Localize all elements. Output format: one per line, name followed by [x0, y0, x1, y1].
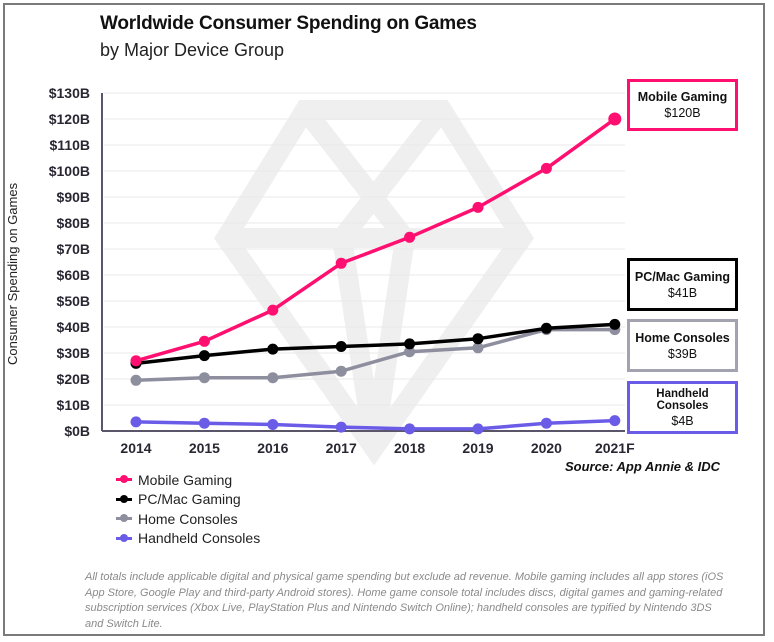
data-point [198, 372, 210, 384]
callout-name: Home Consoles [635, 330, 730, 345]
callout-value: $4B [671, 413, 694, 428]
callout-mobile-gaming: Mobile Gaming $120B [627, 79, 738, 131]
callout-handheld-consoles: Handheld Consoles $4B [627, 381, 738, 434]
y-tick-label: $60B [57, 267, 90, 283]
data-point [540, 322, 552, 334]
y-tick-label: $90B [57, 189, 90, 205]
footnote: All totals include applicable digital an… [85, 571, 724, 630]
legend-item-handheld-consoles: Handheld Consoles [116, 529, 260, 549]
callout-pc-mac-gaming: PC/Mac Gaming $41B [627, 258, 738, 311]
y-tick-label: $20B [57, 371, 90, 387]
chart-subtitle: by Major Device Group [100, 40, 285, 60]
series-home-consoles [130, 324, 621, 386]
callout-name: Handheld Consoles [656, 387, 709, 412]
data-point [540, 417, 552, 429]
legend-swatch-icon [116, 514, 132, 523]
series-line [135, 322, 615, 366]
data-point [335, 341, 347, 352]
data-point [335, 365, 347, 377]
watermark-diamond-logo [214, 100, 534, 466]
callout-home-consoles: Home Consoles $39B [627, 319, 738, 372]
data-point [267, 343, 279, 355]
data-point [198, 350, 210, 362]
x-tick-label: 2017 [326, 440, 357, 456]
data-point [130, 374, 142, 386]
y-tick-label: $120B [49, 111, 90, 127]
y-tick-label: $130B [49, 85, 90, 101]
x-tick-label: 2015 [189, 440, 220, 456]
data-point [540, 162, 552, 174]
legend-label: Mobile Gaming [138, 471, 233, 488]
data-point [472, 423, 484, 435]
series-handheld-consoles [130, 415, 621, 435]
data-point [608, 112, 622, 126]
data-point [472, 201, 484, 213]
chart-title: Worldwide Consumer Spending on Games [100, 13, 477, 34]
callout-name: PC/Mac Gaming [634, 269, 731, 284]
data-point [472, 342, 484, 354]
series-line [135, 117, 616, 363]
y-tick-label: $110B [50, 137, 90, 153]
legend-item-pc-mac-gaming: PC/Mac Gaming [116, 490, 260, 510]
data-point [335, 421, 347, 433]
data-point [267, 304, 279, 316]
data-point [404, 231, 416, 243]
data-point [130, 416, 142, 428]
y-tick-label: $70B [57, 241, 90, 257]
callout-value: $120B [664, 106, 701, 120]
legend-label: PC/Mac Gaming [138, 491, 241, 508]
legend-item-mobile-gaming: Mobile Gaming [116, 470, 260, 490]
x-tick-label: 2014 [120, 440, 151, 456]
data-point [609, 318, 621, 330]
series-pc-mac-gaming [130, 318, 621, 369]
data-point [267, 419, 279, 430]
legend-label: Home Consoles [138, 510, 238, 527]
y-tick-label: $100B [49, 163, 90, 179]
x-tick-label: 2018 [394, 440, 425, 456]
legend-swatch-icon [116, 475, 132, 484]
chart-frame [3, 3, 765, 636]
data-point [609, 415, 621, 427]
y-tick-label: $40B [57, 319, 90, 335]
callout-value: $41B [667, 285, 698, 300]
source-note: Source: App Annie & IDC [565, 459, 721, 474]
data-point [267, 372, 279, 384]
legend: Mobile Gaming PC/Mac Gaming Home Console… [116, 470, 260, 548]
x-tick-label: 2016 [257, 440, 288, 456]
x-tick-label: 2021F [595, 440, 635, 456]
data-point [472, 333, 484, 345]
legend-label: Handheld Consoles [138, 530, 261, 547]
y-tick-label: $10B [57, 397, 90, 413]
data-point [404, 338, 416, 350]
series-mobile-gaming [130, 112, 622, 367]
data-point [130, 355, 142, 367]
data-point [198, 335, 210, 347]
y-tick-label: $50B [57, 293, 90, 309]
x-tick-label: 2019 [462, 440, 493, 456]
series-line [135, 418, 615, 431]
y-tick-label: $80B [57, 215, 90, 231]
legend-swatch-icon [116, 533, 132, 543]
data-point [404, 423, 416, 435]
data-point [404, 346, 416, 358]
series-line [135, 327, 615, 383]
callout-name: Mobile Gaming [637, 90, 728, 104]
callout-value: $39B [667, 346, 698, 361]
legend-item-home-consoles: Home Consoles [116, 509, 260, 529]
data-point [198, 417, 210, 429]
legend-swatch-icon [116, 494, 132, 504]
y-tick-label: $0B [64, 423, 90, 439]
data-point [335, 257, 347, 269]
x-tick-label: 2020 [531, 440, 562, 456]
y-tick-label: $30B [57, 345, 90, 361]
